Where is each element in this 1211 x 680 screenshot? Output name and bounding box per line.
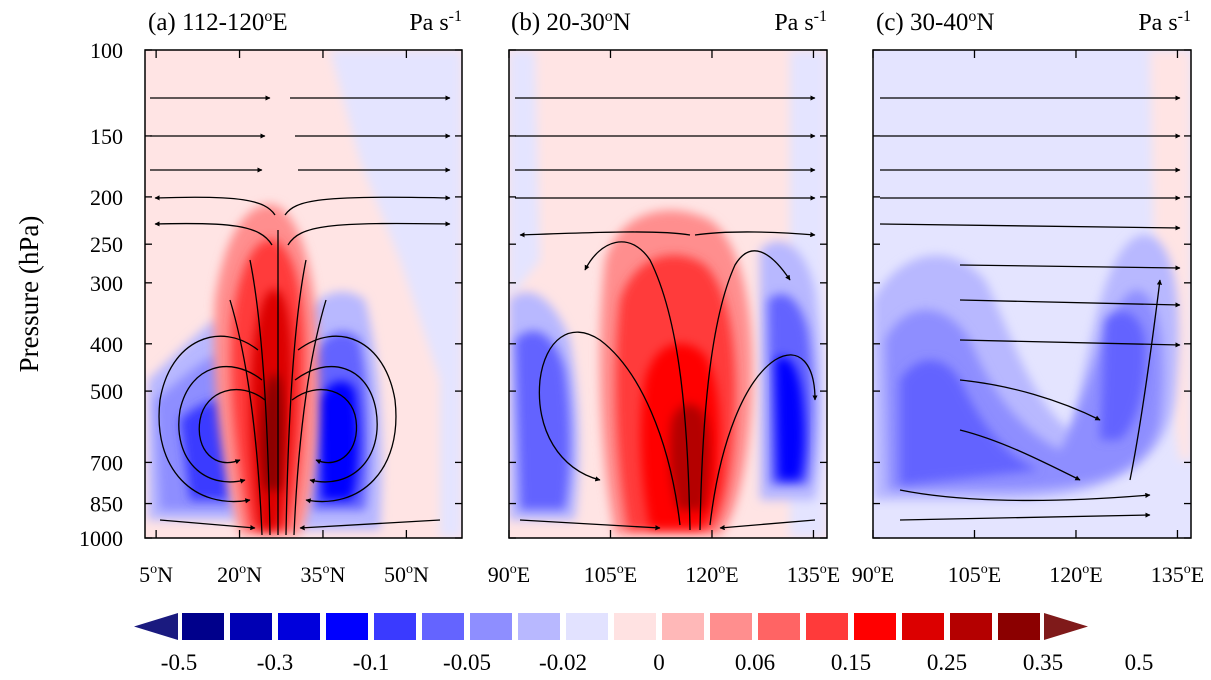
colorbar-label: -0.05 [443,650,491,675]
y-tick-label: 300 [90,271,123,296]
colorbar-swatch [710,613,752,640]
y-tick-label: 100 [90,38,123,63]
colorbar-label: 0.35 [1023,650,1063,675]
colorbar-label: 0.25 [927,650,967,675]
colorbar-swatch [182,613,224,640]
panel-a-frame [144,49,463,539]
colorbar-swatch [518,613,560,640]
y-tick-label: 1000 [79,526,123,551]
colorbar-label: 0.5 [1125,650,1154,675]
colorbar-swatch [566,613,608,640]
x-tick-label: 105oE [948,562,1001,587]
x-tick-label: 90oE [488,562,530,587]
colorbar-swatch [230,613,272,640]
colorbar-swatch [614,613,656,640]
colorbar-label: -0.5 [161,650,197,675]
y-tick-label: 700 [90,450,123,475]
panel-a: (a) 112-120oE Pa s-1 [144,8,463,539]
panel-b-units: Pa s-1 [774,8,827,36]
colorbar-left-arrow [134,613,178,640]
colorbar-label: 0.06 [735,650,775,675]
x-tick-label: 90oE [852,562,894,587]
colorbar-right-arrow [1044,613,1088,640]
x-tick-label: 50oN [384,562,429,587]
colorbar-swatch [902,613,944,640]
y-axis-label: Pressure (hPa) [14,216,44,373]
colorbar-swatch [758,613,800,640]
y-tick-label: 850 [90,492,123,517]
panel-b-shading [509,50,827,538]
x-tick-label: 135oE [1151,562,1204,587]
x-tick-label: 105oE [584,562,637,587]
colorbar: -0.5 -0.3 -0.1 -0.05 -0.02 0 0.06 0.15 0.25 0.35 0… [134,613,1153,675]
colorbar-swatch [326,613,368,640]
colorbar-swatch [806,613,848,640]
x-tick-label: 135oE [787,562,840,587]
panel-c: (c) 30-40oN Pa s-1 [872,8,1192,539]
y-tick-label: 150 [90,124,123,149]
panel-c-shading [873,50,1191,538]
colorbar-label: 0.15 [831,650,871,675]
panel-c-units: Pa s-1 [1138,8,1191,36]
x-tick-label: 120oE [1049,562,1102,587]
panel-a-title: (a) 112-120oE [148,8,288,36]
colorbar-swatch [422,613,464,640]
panel-b-vectors [515,95,818,531]
panel-c-title: (c) 30-40oN [876,8,994,36]
colorbar-swatch [662,613,704,640]
colorbar-swatch [950,613,992,640]
colorbar-swatch [998,613,1040,640]
y-tick-label: 500 [90,379,123,404]
x-tick-label: 120oE [685,562,738,587]
axes: 100 150 200 250 300 400 500 700 850 1000 5oN 20oN 35… [79,38,1204,587]
colorbar-label: -0.3 [257,650,293,675]
x-tick-label: 20oN [217,562,262,587]
panel-b-title: (b) 20-30oN [511,8,631,36]
panel-b-frame [508,49,828,539]
panel-a-units: Pa s-1 [409,8,462,36]
colorbar-label: 0 [653,650,665,675]
colorbar-swatch [278,613,320,640]
colorbar-swatch [374,613,416,640]
colorbar-swatch [470,613,512,640]
x-tick-label: 35oN [301,562,346,587]
colorbar-swatch [854,613,896,640]
panel-a-shading [145,50,462,538]
panel-b: (b) 20-30oN Pa s-1 [508,8,828,539]
colorbar-label: -0.02 [539,650,587,675]
panel-a-vectors [150,95,451,536]
y-tick-label: 250 [90,232,123,257]
panel-c-vectors [879,95,1181,521]
y-tick-label: 200 [90,185,123,210]
y-tick-label: 400 [90,332,123,357]
colorbar-label: -0.1 [353,650,389,675]
panel-c-frame [872,49,1192,539]
x-tick-label: 5oN [139,562,173,587]
